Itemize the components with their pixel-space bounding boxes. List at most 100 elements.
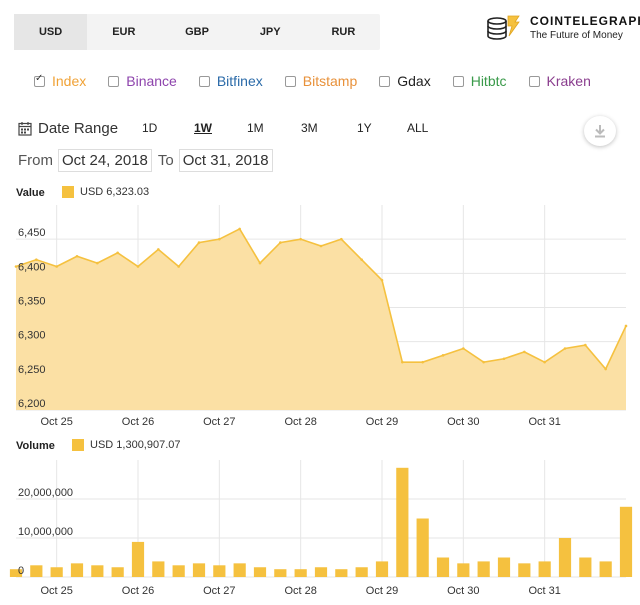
download-button[interactable]: [584, 116, 616, 146]
value-ytick-label: 6,300: [18, 330, 46, 342]
value-ytick-label: 6,200: [18, 398, 46, 410]
price-volume-chart: 6,450 6,400 6,350 6,300 6,250 6,200 Oct 25 Oct …: [9, 205, 633, 597]
cointelegraph-logo-icon: [487, 15, 520, 40]
volume-bar: [152, 561, 165, 577]
volume-bar: [599, 561, 612, 577]
from-label: From: [18, 152, 53, 169]
volume-bar: [253, 567, 267, 577]
value-point: [55, 265, 58, 268]
volume-bar: [335, 569, 348, 577]
value-point: [401, 360, 404, 364]
volume-bar: [111, 567, 124, 577]
range-all-button[interactable]: ALL: [407, 121, 429, 135]
checkbox-gdax[interactable]: [379, 75, 391, 87]
value-point: [157, 248, 160, 251]
value-xtick-label: Oct 25: [40, 416, 72, 428]
currency-tab-rur[interactable]: RUR: [331, 26, 356, 38]
volume-bar: [213, 565, 226, 577]
value-point: [543, 360, 546, 364]
exchange-gdax[interactable]: Gdax: [379, 73, 431, 89]
exchange-bitstamp[interactable]: Bitstamp: [284, 73, 358, 89]
volume-ytick-label: 20,000,000: [18, 487, 73, 499]
volume-bar: [619, 506, 633, 577]
checkbox-hitbtc[interactable]: [452, 75, 464, 87]
exchange-hitbtc[interactable]: Hitbtc: [452, 73, 507, 89]
exchange-label-bitstamp: Bitstamp: [302, 73, 358, 89]
value-point: [523, 350, 526, 354]
volume-bar: [396, 467, 409, 577]
exchange-binance[interactable]: Binance: [108, 73, 177, 89]
value-point: [75, 254, 79, 258]
volume-bar: [538, 561, 551, 577]
volume-bar: [416, 518, 429, 577]
currency-tab-jpy[interactable]: JPY: [259, 26, 281, 38]
volume-legend[interactable]: USD 1,300,907.07: [72, 439, 181, 451]
range-3m-button[interactable]: 3M: [301, 121, 318, 135]
checkbox-index[interactable]: [34, 73, 45, 87]
value-point: [116, 251, 119, 255]
volume-bar: [9, 569, 23, 577]
volume-bar: [91, 565, 104, 577]
value-point: [14, 265, 18, 268]
volume-bar: [294, 569, 307, 577]
brand-logo[interactable]: COINTELEGRAPH The Future of Money: [486, 12, 640, 48]
volume-ytick-label: 0: [18, 565, 24, 577]
checkbox-binance[interactable]: [108, 75, 120, 87]
value-point: [624, 324, 628, 328]
value-point: [96, 261, 99, 265]
exchange-kraken[interactable]: Kraken: [528, 73, 591, 89]
volume-bar: [497, 557, 511, 577]
value-ytick-label: 6,250: [18, 364, 46, 376]
volume-bar: [457, 563, 470, 577]
to-date-input[interactable]: Oct 31, 2018: [178, 149, 273, 172]
currency-tab-usd[interactable]: USD: [14, 14, 88, 50]
volume-bar: [233, 563, 246, 577]
currency-tab-gbp[interactable]: GBP: [185, 26, 209, 38]
value-xtick-label: Oct 27: [203, 416, 235, 428]
from-date-input[interactable]: Oct 24, 2018: [58, 149, 152, 172]
exchange-bitfinex[interactable]: Bitfinex: [198, 73, 263, 89]
checkbox-bitstamp[interactable]: [284, 75, 296, 87]
volume-bar: [274, 569, 287, 577]
range-1m-button[interactable]: 1M: [247, 121, 264, 135]
value-panel-label: Value: [16, 187, 45, 199]
volume-legend-swatch: [72, 439, 84, 451]
date-range-title: Date Range: [38, 120, 119, 137]
volume-xtick-label: Oct 25: [40, 585, 72, 597]
range-1w-button[interactable]: 1W: [194, 121, 212, 135]
value-point: [136, 265, 140, 268]
volume-bar: [477, 561, 490, 577]
checkbox-bitfinex[interactable]: [198, 75, 210, 87]
volume-bar: [50, 567, 63, 577]
value-point: [563, 347, 567, 350]
value-point: [279, 241, 282, 244]
exchange-label-bitfinex: Bitfinex: [216, 73, 263, 89]
range-1d-button[interactable]: 1D: [142, 121, 158, 135]
date-range-toolbar: Date Range 1D 1W 1M 3M 1Y ALL: [18, 118, 628, 140]
value-ytick-label: 6,400: [18, 261, 46, 273]
volume-xtick-label: Oct 30: [447, 585, 479, 597]
checkbox-kraken[interactable]: [528, 75, 540, 87]
range-1y-button[interactable]: 1Y: [357, 121, 372, 135]
exchange-filter: Index Binance Bitfinex Bitstamp Gdax Hit…: [34, 73, 613, 89]
exchange-label-kraken: Kraken: [546, 73, 591, 89]
currency-tab-eur[interactable]: EUR: [112, 26, 136, 38]
volume-xtick-label: Oct 31: [528, 585, 560, 597]
value-legend[interactable]: USD 6,323.03: [62, 186, 149, 198]
volume-bar: [579, 557, 592, 577]
volume-ytick-label: 10,000,000: [18, 526, 73, 538]
value-point: [299, 237, 302, 241]
exchange-index[interactable]: Index: [34, 73, 86, 89]
currency-selector: USD EUR GBP JPY RUR: [14, 14, 380, 50]
value-point: [177, 265, 180, 268]
brand-title: COINTELEGRAPH: [530, 14, 640, 28]
brand-tagline: The Future of Money: [530, 30, 623, 41]
value-area-fill: [16, 228, 626, 410]
value-point: [441, 354, 445, 357]
value-point: [319, 244, 323, 248]
value-point: [380, 278, 384, 282]
value-ytick-label: 6,450: [18, 227, 46, 239]
volume-legend-text: USD 1,300,907.07: [90, 439, 181, 451]
value-point: [197, 241, 201, 244]
volume-bar: [518, 563, 531, 577]
